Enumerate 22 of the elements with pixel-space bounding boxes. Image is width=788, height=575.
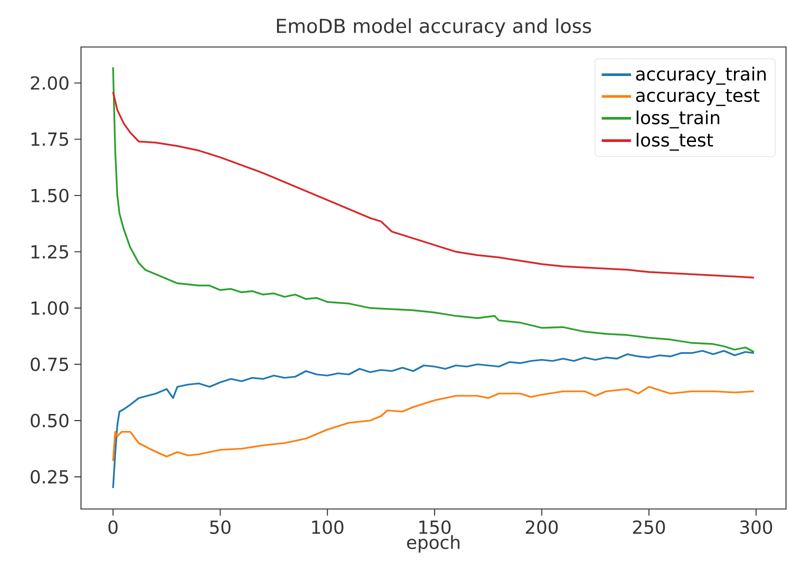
x-axis-title: epoch [407, 535, 460, 553]
x-tick-label: 200 [526, 520, 558, 534]
y-tick-label: 1.50 [32, 188, 68, 202]
y-tick-label: 0.50 [30, 414, 68, 428]
x-tick-label: 300 [740, 520, 772, 534]
y-tick-label: 1.75 [32, 132, 68, 146]
y-tick-label: 0.75 [30, 357, 68, 372]
line-series [112, 386, 755, 462]
legend-label: loss_train [636, 110, 720, 128]
x-tick-label: 50 [210, 520, 230, 534]
legend-label: loss_test [636, 132, 713, 151]
y-tick-label: 2.00 [30, 76, 68, 90]
y-tick-label: 1.25 [32, 244, 68, 259]
x-tick-label: 150 [419, 520, 451, 534]
x-tick-label: 0 [108, 520, 118, 534]
legend-label: accuracy_test [636, 89, 760, 106]
y-tick-label: 1.00 [32, 301, 68, 315]
legend-label: accuracy_train [636, 66, 766, 85]
x-tick-label: 100 [312, 520, 344, 534]
x-tick-label: 250 [633, 520, 665, 534]
chart-title: EmoDB model accuracy and loss [277, 18, 591, 37]
y-tick-label: 0.25 [30, 470, 68, 484]
